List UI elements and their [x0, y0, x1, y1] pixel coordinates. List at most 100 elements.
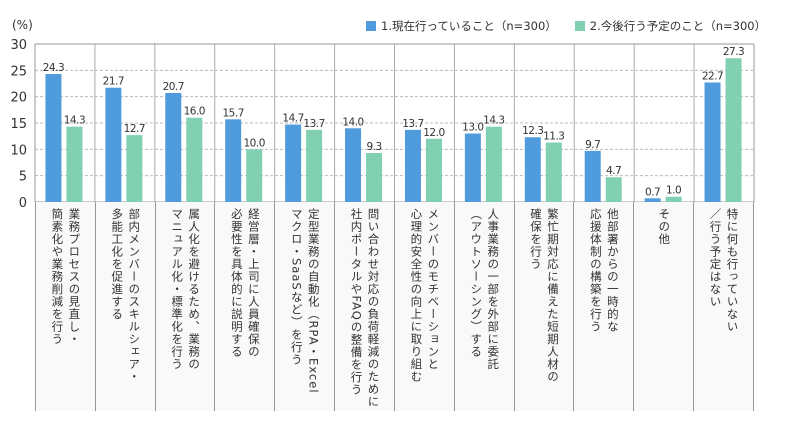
data-label: 21.7 — [103, 76, 124, 88]
bar-planned — [725, 58, 742, 202]
category-labels: 業務プロセスの見直し・ 簡素化や業務削減を行う 部内メンバーのスキルシェア・ 多能工化… — [35, 202, 754, 411]
category-label-line: 特に何も行っていない — [725, 208, 740, 333]
category-label: メンバーのモチベーションと 心理的安全性の向上に取り組む — [394, 202, 455, 411]
category-label: 属人化を避けるため、業務の マニュアル化・標準化を行う — [155, 202, 216, 411]
category-label-line: 問い合わせ対応の負荷軽減のために — [366, 208, 381, 408]
bar-planned — [425, 138, 442, 202]
bar-planned — [126, 135, 143, 202]
data-label: 12.0 — [423, 127, 444, 139]
category-label: その他 — [634, 202, 695, 411]
legend-label-current: 1.現在行っていること（n=300） — [381, 19, 557, 33]
category-label-line: 社内ポータルやFAQの整備を行う — [349, 208, 364, 396]
category-label: 人事業務の一部を外部に委託 （アウトソーシング）する — [454, 202, 515, 411]
category-label-line: マクロ・SaaSなど）を行う — [289, 208, 304, 366]
data-label: 22.7 — [702, 70, 723, 82]
bar-current — [404, 129, 421, 202]
bar-current — [165, 92, 182, 202]
category-label-line: その他 — [657, 208, 672, 246]
category-label: 他部署からの一時的な 応援体制の構築を行う — [574, 202, 635, 411]
legend-swatch-planned — [574, 21, 585, 31]
bar-current — [45, 74, 62, 202]
data-label: 11.3 — [543, 130, 564, 142]
y-axis-unit: (%) — [12, 18, 33, 32]
bar-current — [644, 198, 661, 202]
y-tick-label: 10 — [10, 143, 27, 158]
data-label: 13.7 — [402, 118, 423, 130]
y-tick-label: 30 — [10, 38, 27, 53]
category-label-line: 経営層・上司に人員確保の — [246, 208, 261, 358]
bar-planned — [246, 149, 263, 202]
y-tick-label: 0 — [19, 196, 27, 211]
data-label: 14.7 — [282, 113, 303, 125]
category-label-line: 繁忙期対応に備えた短期人材の — [546, 208, 561, 383]
data-label: 12.3 — [522, 125, 543, 137]
bar-planned — [366, 153, 383, 202]
bar-planned — [605, 177, 622, 202]
y-tick-label: 20 — [10, 91, 27, 106]
data-label: 27.3 — [723, 46, 744, 58]
category-label-line: 定型業務の自動化（RPA・Excel — [306, 208, 321, 394]
category-label-line: 必要性を具体的に説明する — [229, 208, 244, 358]
data-label: 10.0 — [244, 137, 265, 149]
category-label: 部内メンバーのスキルシェア・ 多能工化を促進する — [95, 202, 156, 411]
category-label-line: 確保を行う — [529, 208, 544, 271]
bar-current — [345, 128, 362, 202]
category-label: 問い合わせ対応の負荷軽減のために 社内ポータルやFAQの整備を行う — [335, 202, 395, 411]
data-label: 4.7 — [606, 165, 621, 177]
data-label: 1.0 — [666, 185, 681, 197]
legend: 1.現在行っていること（n=300） 2.今後行う予定のこと（n=300） — [366, 18, 766, 34]
data-label: 13.0 — [462, 122, 483, 134]
category-label: 特に何も行っていない ／行う予定はない — [694, 202, 754, 411]
category-label-line: 人事業務の一部を外部に委託 — [486, 208, 501, 371]
data-label: 14.0 — [342, 116, 363, 128]
category-label-line: 心理的安全性の向上に取り組む — [409, 208, 424, 383]
data-label: 13.7 — [303, 118, 324, 130]
category-label-line: 応援体制の構築を行う — [588, 208, 603, 333]
bar-current — [105, 87, 122, 202]
bar-planned — [66, 126, 83, 202]
bar-current — [285, 124, 302, 202]
category-label-line: メンバーのモチベーションと — [426, 208, 441, 371]
data-label: 24.3 — [43, 62, 64, 74]
data-label: 20.7 — [163, 81, 184, 93]
category-label: 繁忙期対応に備えた短期人材の 確保を行う — [514, 202, 575, 411]
data-label: 0.7 — [645, 186, 660, 198]
data-label: 9.3 — [366, 141, 381, 153]
bar-planned — [485, 126, 502, 202]
category-label-line: ／行う予定はない — [708, 208, 723, 308]
category-label-line: マニュアル化・標準化を行う — [170, 208, 185, 371]
legend-item-planned: 2.今後行う予定のこと（n=300） — [574, 18, 767, 34]
bar-planned — [545, 142, 562, 202]
data-label: 14.3 — [483, 115, 504, 127]
category-label-line: 属人化を避けるため、業務の — [187, 208, 202, 371]
legend-label-planned: 2.今後行う予定のこと（n=300） — [589, 19, 767, 33]
category-label: 業務プロセスの見直し・ 簡素化や業務削減を行う — [35, 202, 96, 411]
category-label-line: 業務プロセスの見直し・ — [67, 208, 82, 346]
category-label-line: 部内メンバーのスキルシェア・ — [127, 208, 142, 383]
bar-planned — [186, 117, 203, 202]
category-label: 定型業務の自動化（RPA・Excel マクロ・SaaSなど）を行う — [275, 202, 336, 411]
data-label: 15.7 — [223, 107, 244, 119]
bar-planned — [306, 129, 323, 202]
category-label: 経営層・上司に人員確保の 必要性を具体的に説明する — [215, 202, 276, 411]
data-label: 16.0 — [184, 106, 205, 118]
legend-swatch-current — [366, 21, 376, 31]
y-tick-label: 25 — [10, 64, 27, 79]
data-label: 9.7 — [585, 139, 600, 151]
bar-current — [225, 119, 242, 202]
category-label-line: 多能工化を促進する — [110, 208, 125, 321]
y-tick-label: 5 — [19, 170, 27, 185]
bar-current — [524, 137, 541, 202]
category-label-line: （アウトソーシング）する — [469, 208, 484, 358]
data-label: 14.3 — [64, 115, 85, 127]
y-tick-label: 15 — [10, 117, 27, 132]
category-label-line: 他部署からの一時的な — [605, 208, 620, 333]
category-label-line: 簡素化や業務削減を行う — [50, 208, 65, 346]
bar-current — [704, 82, 721, 202]
bar-planned — [665, 196, 682, 202]
bar-current — [584, 150, 601, 202]
bar-current — [464, 133, 481, 202]
legend-item-current: 1.現在行っていること（n=300） — [366, 18, 557, 34]
data-label: 12.7 — [124, 123, 145, 135]
